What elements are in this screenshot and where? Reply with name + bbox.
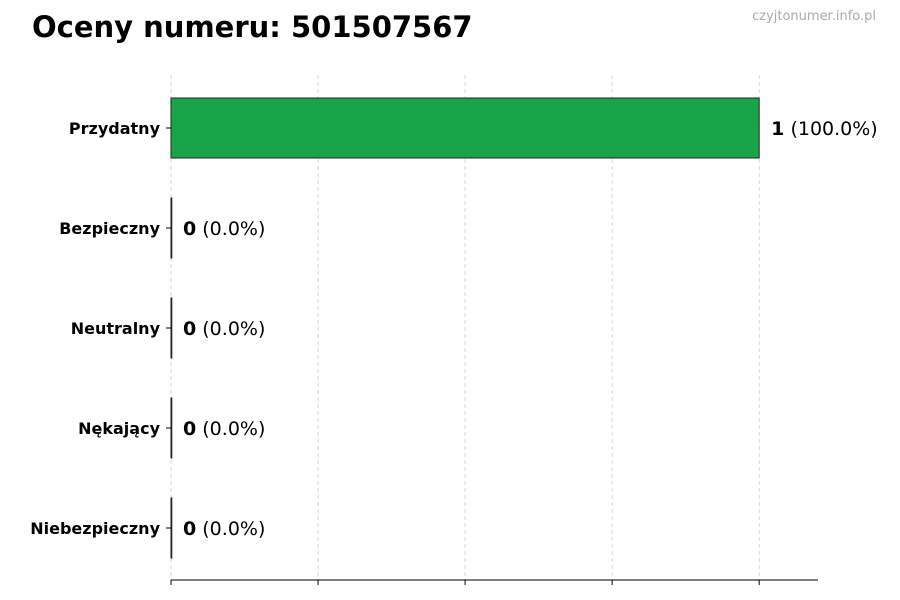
bar <box>170 97 760 159</box>
data-label: 0 (0.0%) <box>183 318 265 340</box>
y-tick-label: Bezpieczny <box>59 219 160 238</box>
data-label: 0 (0.0%) <box>183 518 265 540</box>
data-label-count: 1 <box>771 118 784 140</box>
bar <box>170 497 173 559</box>
watermark: czyjtonumer.info.pl <box>752 9 876 24</box>
y-tick-label: Nękający <box>78 419 160 438</box>
data-label-count: 0 <box>183 518 196 540</box>
y-tick-label: Przydatny <box>69 119 161 138</box>
data-label-percent: (0.0%) <box>196 518 265 540</box>
data-label-percent: (0.0%) <box>196 318 265 340</box>
data-label-count: 0 <box>183 218 196 240</box>
data-label: 0 (0.0%) <box>183 418 265 440</box>
bar <box>170 197 173 259</box>
data-label-count: 0 <box>183 318 196 340</box>
y-tick-label: Niebezpieczny <box>30 519 160 538</box>
data-label: 1 (100.0%) <box>771 118 878 140</box>
chart-title: Oceny numeru: 501507567 <box>32 10 473 44</box>
data-label-count: 0 <box>183 418 196 440</box>
y-tick-label: Neutralny <box>71 319 161 338</box>
data-label-percent: (100.0%) <box>784 118 877 140</box>
data-label-percent: (0.0%) <box>196 418 265 440</box>
data-label: 0 (0.0%) <box>183 218 265 240</box>
bar <box>170 397 173 459</box>
bar <box>170 297 173 359</box>
data-label-percent: (0.0%) <box>196 218 265 240</box>
